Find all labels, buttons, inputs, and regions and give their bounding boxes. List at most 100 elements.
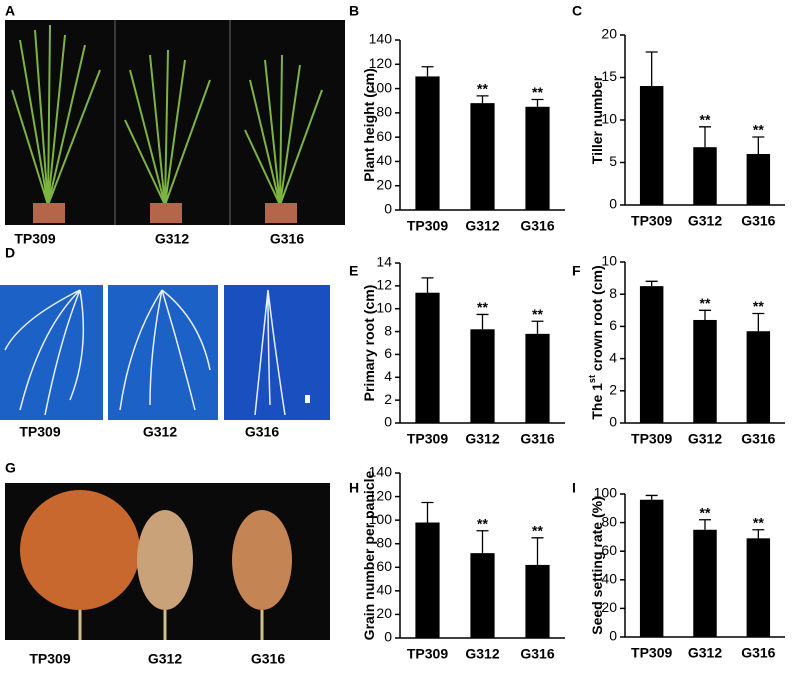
- error-bar: [645, 494, 658, 500]
- bar: [746, 154, 771, 205]
- x-tick-label: TP309: [407, 218, 448, 234]
- bar: [746, 331, 771, 423]
- y-tick-label: 2: [384, 391, 392, 407]
- bar: [693, 319, 717, 423]
- y-tick-label: 100: [369, 79, 393, 95]
- y-tick-label: 140: [369, 464, 393, 480]
- y-tick-label: 0: [384, 201, 392, 217]
- x-tick-label: G312: [465, 218, 499, 234]
- error-bar: [531, 537, 544, 565]
- bar: [415, 292, 440, 423]
- bar: [693, 529, 717, 637]
- y-tick-label: 80: [376, 104, 392, 120]
- significance-label: **: [700, 504, 711, 520]
- x-tick-label: TP309: [631, 645, 672, 661]
- x-tick-label: TP309: [631, 213, 672, 229]
- y-axis-label-part: The 1: [589, 383, 605, 420]
- y-axis-label: Seed setting rate (%): [589, 496, 605, 634]
- panel-letter: F: [572, 263, 581, 279]
- root-drawing: [4, 289, 286, 416]
- y-axis-label-part: st: [587, 375, 597, 383]
- y-tick-label: 14: [376, 254, 392, 270]
- y-tick-label: 0: [609, 196, 617, 212]
- y-tick-label: 20: [601, 599, 617, 615]
- significance-label: **: [753, 514, 764, 530]
- error-bar: [645, 280, 658, 287]
- photo-roots: [224, 285, 330, 420]
- y-axis-label-part: Seed setting rate (%): [589, 496, 605, 634]
- error-bar: [476, 95, 489, 104]
- panel-letter: B: [349, 3, 359, 19]
- x-tick-label: TP309: [407, 646, 448, 662]
- bar: [639, 499, 664, 637]
- y-axis-label-part: Plant height (cm): [361, 68, 377, 182]
- y-tick-label: 4: [609, 349, 617, 365]
- x-tick-label: TP309: [407, 431, 448, 447]
- y-tick-label: 6: [609, 317, 617, 333]
- y-axis-label: Tiller number: [589, 75, 605, 164]
- x-tick-label: G316: [741, 431, 775, 447]
- significance-label: **: [477, 81, 488, 97]
- significance-label: **: [532, 306, 543, 322]
- y-tick-label: 100: [594, 485, 618, 501]
- y-tick-label: 120: [369, 487, 393, 503]
- error-bar: [531, 320, 544, 334]
- photo-roots: [108, 285, 218, 420]
- photo-roots: [0, 285, 103, 420]
- bar: [415, 76, 440, 210]
- y-tick-label: 0: [609, 414, 617, 430]
- bar: [415, 522, 440, 638]
- error-bar: [752, 136, 765, 154]
- y-tick-label: 0: [384, 414, 392, 430]
- bar: [470, 329, 495, 423]
- y-axis-label-part: Tiller number: [589, 75, 605, 164]
- y-tick-label: 140: [369, 31, 393, 47]
- panel-letter: D: [5, 245, 15, 261]
- y-tick-label: 10: [376, 299, 392, 315]
- error-bar: [699, 126, 711, 148]
- photo-caption: TP309: [19, 424, 60, 440]
- x-tick-label: G312: [465, 431, 499, 447]
- error-bar: [421, 66, 434, 77]
- panel-letter: H: [349, 480, 359, 496]
- photo-caption: G316: [251, 651, 285, 667]
- error-bar: [752, 529, 765, 539]
- panel-letter: G: [5, 460, 16, 476]
- significance-label: **: [700, 112, 711, 128]
- bar: [525, 333, 550, 423]
- error-bar: [699, 309, 711, 320]
- y-tick-label: 0: [609, 628, 617, 644]
- y-tick-label: 12: [376, 277, 392, 293]
- error-bar: [421, 501, 434, 523]
- y-tick-label: 120: [369, 55, 393, 71]
- x-tick-label: G312: [688, 213, 722, 229]
- photo-caption: G316: [270, 231, 304, 247]
- y-axis-label: Plant height (cm): [361, 68, 377, 182]
- significance-label: **: [532, 523, 543, 539]
- y-tick-label: 8: [609, 285, 617, 301]
- y-tick-label: 40: [376, 582, 392, 598]
- error-bar: [699, 519, 711, 530]
- significance-label: **: [700, 295, 711, 311]
- bar: [470, 103, 495, 210]
- y-tick-label: 60: [601, 542, 617, 558]
- x-tick-label: G316: [741, 213, 775, 229]
- y-tick-label: 0: [384, 629, 392, 645]
- error-bar: [531, 98, 544, 107]
- photo-caption: G312: [148, 651, 182, 667]
- error-bar: [476, 530, 489, 554]
- y-tick-label: 20: [376, 605, 392, 621]
- y-tick-label: 10: [601, 111, 617, 127]
- y-tick-label: 60: [376, 128, 392, 144]
- y-axis-label: Primary root (cm): [361, 285, 377, 402]
- y-axis-label-part: Grain number per panicle: [361, 470, 377, 640]
- x-tick-label: G312: [465, 646, 499, 662]
- y-tick-label: 6: [384, 345, 392, 361]
- error-bar: [421, 277, 434, 293]
- y-tick-label: 8: [384, 322, 392, 338]
- significance-label: **: [477, 299, 488, 315]
- significance-label: **: [532, 84, 543, 100]
- bar: [693, 147, 717, 205]
- x-tick-label: G316: [520, 431, 554, 447]
- error-bar: [752, 312, 765, 332]
